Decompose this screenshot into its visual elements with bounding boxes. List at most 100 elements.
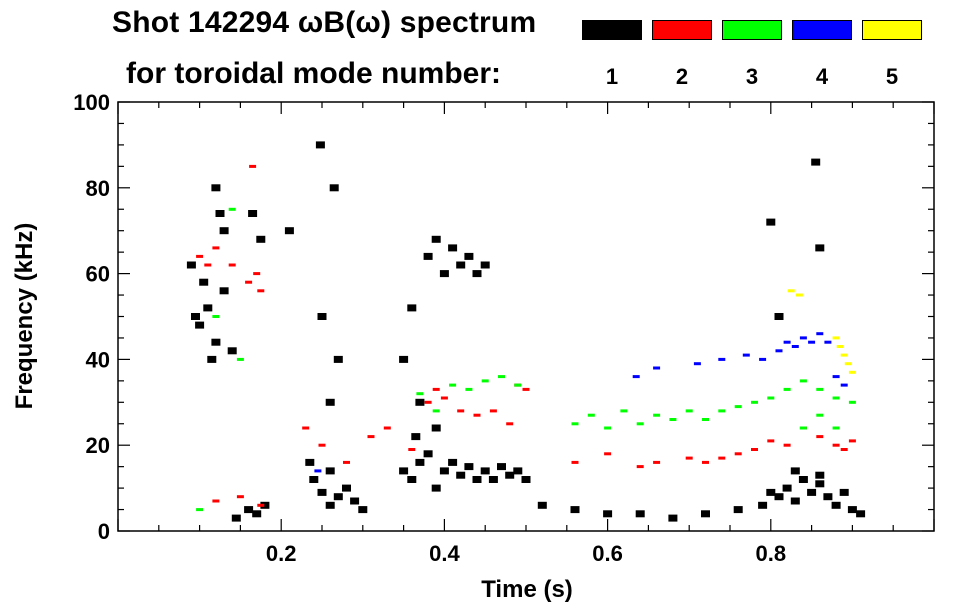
mode-1-point [521,476,531,483]
mode-3-point [571,422,579,426]
mode-1-point [315,141,325,149]
mode-1-point [350,497,360,505]
y-tick-label: 0 [98,519,110,544]
mode-4-point [314,469,322,473]
mode-3-point [832,396,840,400]
mode-3-point [620,409,628,413]
mode-1-point [488,476,498,483]
mode-4-point [791,345,799,348]
x-tick-labels: 0.2 0.4 0.6 0.8 [266,541,786,566]
mode-1-point [513,467,523,475]
mode-1-point [199,278,209,286]
x-axis-label: Time (s) [481,576,573,603]
mode-5-point [844,362,852,366]
mode-3-point [751,400,758,404]
mode-2-point [367,435,375,439]
mode-1-point [399,355,409,363]
mode-4-point [832,375,840,379]
mode-1-point [733,506,743,514]
legend-label-mode-5: 5 [885,64,899,89]
mode-3-point [212,315,220,318]
mode-1-point [186,261,196,269]
mode-2-point [604,452,612,456]
mode-1-point [211,184,221,192]
axis-ticks [117,101,935,532]
mode-1-point [790,497,800,505]
y-axis-label: Frequency (kHz) [11,223,38,410]
mode-1-point [774,313,784,320]
mode-2-point [783,443,791,447]
mode-1-point [439,270,449,278]
mode-1-point [472,476,482,483]
mode-2-point [718,456,726,460]
mode-1-point [256,235,266,243]
mode-3-point [449,383,457,387]
mode-1-point [191,313,200,320]
mode-2-point [840,448,848,451]
mode-1-point [333,355,343,363]
mode-1-point [570,506,580,514]
mode-3-point [604,426,612,430]
mode-2-point [571,460,579,464]
mode-1-point [342,484,351,492]
mode-1-point [766,488,776,496]
mode-4-point [808,340,816,344]
mode-1-point [431,235,441,243]
mode-2-point [343,460,350,464]
mode-3-point [514,383,522,387]
mode-1-point [815,480,825,488]
legend-swatch-mode-4 [792,20,852,40]
mode-1-point [497,463,506,471]
mode-3-point [734,405,742,409]
mode-3-point [799,379,807,383]
mode-5-point [832,336,840,340]
mode-2-point [236,495,244,499]
chart-subtitle: for toroidal mode number: [126,57,501,90]
mode-3-point [636,422,644,426]
mode-1-point [847,506,857,514]
mode-1-point [219,227,229,235]
mode-1-point [211,338,221,346]
mode-3-point [767,396,775,400]
mode-2-point [257,503,265,507]
mode-1-point [701,510,710,518]
mode-1-point [480,261,490,269]
mode-1-point [260,501,270,509]
legend-label-mode-2: 2 [675,64,689,89]
mode-2-point [685,456,693,460]
mode-1-point [309,476,319,483]
mode-4-point [840,383,848,387]
x-tick-label: 0.6 [592,541,623,566]
mode-1-point [423,252,433,260]
mode-3-point [228,207,236,211]
mode-3-point [685,409,693,413]
mode-3-point [432,409,440,413]
mode-5-point [795,293,803,297]
mode-1-point [423,450,433,458]
mode-2-point [457,409,465,413]
mode-1-point [207,355,217,363]
legend-label-mode-4: 4 [815,64,829,89]
mode-1-point [244,506,254,514]
mode-5-point [840,353,848,357]
mode-1-point [317,488,327,496]
mode-2-point [204,263,212,267]
mode-5-point [787,289,795,293]
y-tick-label: 100 [73,90,110,115]
mode-3-point [816,413,824,417]
mode-1-point [415,458,425,466]
mode-2-point [318,443,326,447]
mode-2-point [383,426,391,430]
legend-label-mode-1: 1 [605,64,619,89]
mode-4-point [759,357,767,361]
mode-1-point [325,501,335,509]
mode-1-point [399,467,409,475]
legend-swatch-mode-1 [582,20,642,40]
mode-1-point [603,510,613,518]
mode-2-point [212,246,220,250]
mode-1-point [811,158,821,166]
mode-2-point [522,387,530,391]
mode-1-point [758,501,768,509]
mode-2-point [734,452,742,456]
mode-1-point [439,467,449,475]
